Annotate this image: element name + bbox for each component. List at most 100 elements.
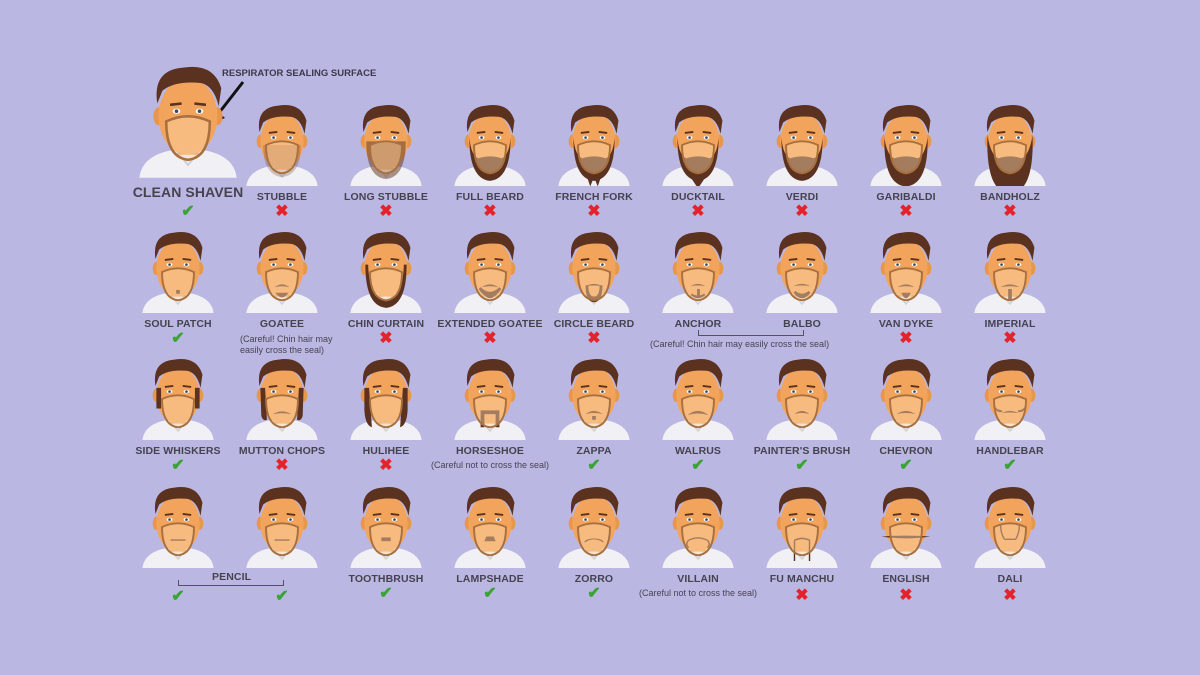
- face-illustration: [246, 359, 318, 441]
- x-icon: ✖: [483, 330, 497, 347]
- style-dali: [950, 482, 1070, 569]
- face-illustration: [662, 487, 734, 569]
- face-illustration: [870, 232, 942, 314]
- face-illustration: [350, 105, 422, 187]
- check-icon: ✔: [795, 457, 809, 474]
- x-icon: ✖: [379, 330, 393, 347]
- style-label: ZORRO: [574, 573, 614, 585]
- style-zorro: [534, 482, 654, 569]
- pencil-label: PENCIL: [212, 571, 252, 583]
- face-illustration: [558, 487, 630, 569]
- face-illustration: [974, 487, 1046, 569]
- style-label: FU MANCHU: [769, 573, 835, 585]
- style-label: DALI: [997, 573, 1023, 585]
- style-balbo: [742, 227, 862, 314]
- style-english: [846, 482, 966, 569]
- style-label: HANDLEBAR: [976, 445, 1044, 457]
- check-icon: ✔: [379, 585, 393, 602]
- style-mutton-chops: [222, 354, 342, 441]
- face-illustration: [766, 487, 838, 569]
- style-verdi: [742, 100, 862, 187]
- x-icon: ✖: [899, 203, 913, 220]
- style-side-whiskers: [118, 354, 238, 441]
- x-icon: ✖: [795, 203, 809, 220]
- face-illustration: [974, 359, 1046, 441]
- x-icon: ✖: [275, 457, 289, 474]
- style-chevron: [846, 354, 966, 441]
- callout-label: RESPIRATOR SEALING SURFACE: [222, 68, 377, 79]
- check-icon: ✔: [587, 585, 601, 602]
- face-illustration: [870, 359, 942, 441]
- face-illustration: [454, 487, 526, 569]
- style-painter-s-brush: [742, 354, 862, 441]
- style-ducktail: [638, 100, 758, 187]
- style-fu-manchu: [742, 482, 862, 569]
- style-full-beard: [430, 100, 550, 187]
- style-label: DUCKTAIL: [671, 191, 725, 203]
- x-icon: ✖: [1003, 330, 1017, 347]
- style-long-stubble: [326, 100, 446, 187]
- check-icon: ✔: [171, 330, 185, 347]
- pencil-bracket: [178, 580, 284, 586]
- face-illustration: [766, 105, 838, 187]
- face-illustration: [558, 359, 630, 441]
- style-label: SOUL PATCH: [144, 318, 212, 330]
- style-label: BANDHOLZ: [980, 191, 1040, 203]
- style-handlebar: [950, 354, 1070, 441]
- check-icon: ✔: [587, 457, 601, 474]
- style-label: VERDI: [785, 191, 819, 203]
- style-label: MUTTON CHOPS: [238, 445, 326, 457]
- check-icon: ✔: [899, 457, 913, 474]
- style-walrus: [638, 354, 758, 441]
- style-zappa: [534, 354, 654, 441]
- face-illustration: [350, 232, 422, 314]
- x-icon: ✖: [275, 203, 289, 220]
- anchor-balbo-bracket: [698, 330, 804, 336]
- style-label: CLEAN SHAVEN: [132, 183, 244, 200]
- face-illustration: [974, 232, 1046, 314]
- face-illustration: [870, 105, 942, 187]
- x-icon: ✖: [587, 203, 601, 220]
- x-icon: ✖: [379, 203, 393, 220]
- face-illustration: [558, 105, 630, 187]
- style-label: IMPERIAL: [984, 318, 1036, 330]
- style-label: TOOTHBRUSH: [348, 573, 424, 585]
- caution-note: (Careful not to cross the seal): [638, 588, 758, 598]
- style-bandholz: [950, 100, 1070, 187]
- face-illustration: [350, 487, 422, 569]
- face-illustration: [139, 66, 237, 178]
- style-lampshade: [430, 482, 550, 569]
- style-label: FRENCH FORK: [555, 191, 633, 203]
- style-label: ANCHOR: [674, 318, 722, 330]
- style-label: BALBO: [783, 318, 821, 330]
- check-icon: ✔: [171, 588, 185, 605]
- style-goatee: [222, 227, 342, 314]
- face-illustration: [246, 487, 318, 569]
- check-icon: ✔: [275, 588, 289, 605]
- face-illustration: [662, 359, 734, 441]
- face-illustration: [870, 487, 942, 569]
- check-icon: ✔: [181, 202, 195, 220]
- x-icon: ✖: [1003, 203, 1017, 220]
- style-label: LONG STUBBLE: [343, 191, 429, 203]
- style-hulihee: [326, 354, 446, 441]
- check-icon: ✔: [483, 585, 497, 602]
- style-circle-beard: [534, 227, 654, 314]
- face-illustration: [454, 232, 526, 314]
- check-icon: ✔: [1003, 457, 1017, 474]
- style-anchor: [638, 227, 758, 314]
- style-pencil: [222, 482, 342, 569]
- style-label: CIRCLE BEARD: [553, 318, 635, 330]
- face-illustration: [766, 232, 838, 314]
- face-illustration: [766, 359, 838, 441]
- face-illustration: [454, 105, 526, 187]
- anchor-balbo-note: (Careful! Chin hair may easily cross the…: [650, 339, 830, 349]
- x-icon: ✖: [483, 203, 497, 220]
- face-illustration: [142, 232, 214, 314]
- style-chin-curtain: [326, 227, 446, 314]
- face-illustration: [662, 105, 734, 187]
- style-label: WALRUS: [674, 445, 722, 457]
- style-toothbrush: [326, 482, 446, 569]
- style-label: SIDE WHISKERS: [135, 445, 221, 457]
- caution-note: (Careful not to cross the seal): [430, 460, 550, 470]
